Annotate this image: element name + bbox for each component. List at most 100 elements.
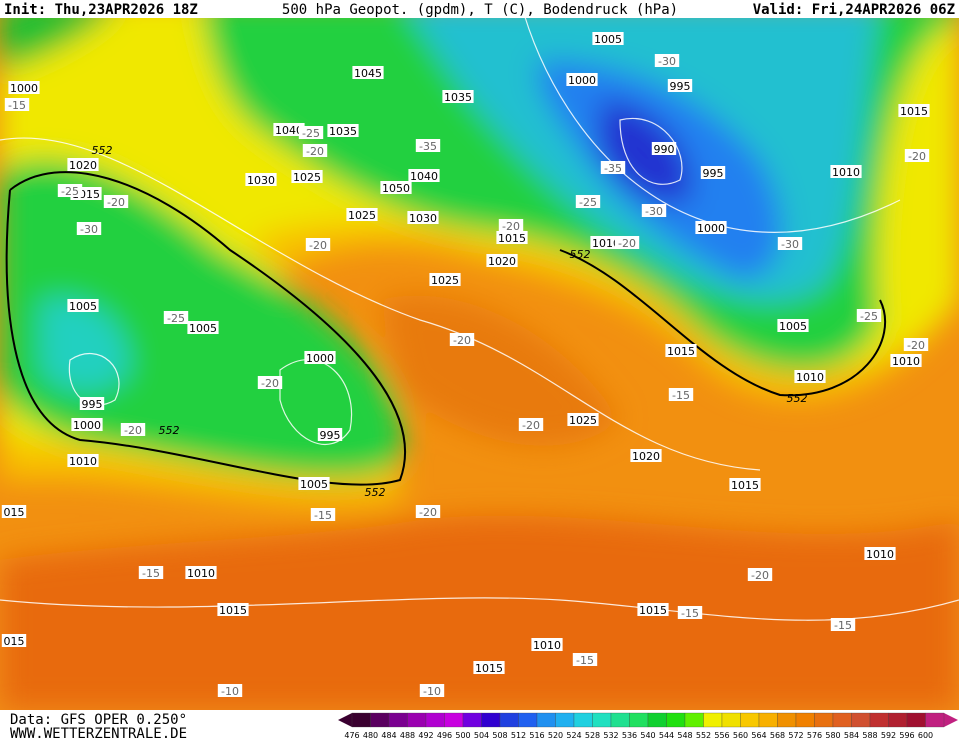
pressure-label: 1005 (594, 33, 622, 46)
colorbar-cell (370, 712, 390, 728)
pressure-label-box (567, 413, 599, 426)
pressure-label: 1000 (73, 419, 101, 432)
temperature-label: -15 (8, 99, 26, 112)
pressure-label: 1005 (779, 320, 807, 333)
colorbar-label: 584 (844, 731, 859, 740)
colorbar-cell (925, 712, 945, 728)
pressure-label-box (79, 397, 105, 410)
colorbar-cell (629, 712, 649, 728)
init-time: Init: Thu,23APR2026 18Z (4, 2, 198, 18)
temperature-label: -20 (522, 419, 540, 432)
pressure-label: 1010 (187, 567, 215, 580)
pressure-label: 1015 (900, 105, 928, 118)
temperature-label: -20 (107, 196, 125, 209)
colorbar-cell (684, 712, 704, 728)
pressure-label: 1045 (354, 67, 382, 80)
pressure-label: 1000 (568, 74, 596, 87)
temperature-label-box (305, 238, 331, 251)
pressure-label: 1010 (866, 548, 894, 561)
colorbar-cell (832, 712, 852, 728)
colorbar-label: 528 (585, 731, 600, 740)
pressure-label-box (794, 370, 826, 383)
colorbar-label: 496 (437, 731, 452, 740)
colorbar-arrow-right (944, 713, 958, 727)
pressure-label: 1010 (69, 455, 97, 468)
temperature-label: -15 (314, 509, 332, 522)
pressure-label: 015 (4, 506, 25, 519)
colorbar-cell (888, 712, 908, 728)
pressure-label-box (67, 454, 99, 467)
temperature-label: -20 (502, 220, 520, 233)
pressure-label: 1025 (569, 414, 597, 427)
colorbar-cell (647, 712, 667, 728)
colorbar-label: 556 (714, 731, 729, 740)
temperature-label-box (614, 236, 640, 249)
temperature-label: -25 (860, 310, 878, 323)
colorbar: 476 480 484 488 492 496 500 504 508 512 516 520 524 5… (338, 712, 958, 740)
temperature-label: -30 (645, 205, 663, 218)
pressure-label: 1015 (219, 604, 247, 617)
temperature-label: -15 (672, 389, 690, 402)
colorbar-cell (592, 712, 612, 728)
colorbar-label: 520 (548, 731, 563, 740)
temperature-label: -20 (261, 377, 279, 390)
pressure-label: 1005 (300, 478, 328, 491)
pressure-label-box (71, 418, 103, 431)
pressure-label: 1040 (275, 124, 303, 137)
pressure-label: 1025 (348, 209, 376, 222)
temperature-label-box (138, 566, 164, 579)
colorbar-cell (703, 712, 723, 728)
pressure-label: 1025 (431, 274, 459, 287)
temperature-label-box (518, 418, 544, 431)
temperature-label-box (575, 195, 601, 208)
pressure-label-box (346, 208, 378, 221)
pressure-label-box (898, 104, 930, 117)
temperature-label: -20 (751, 569, 769, 582)
pressure-label: 1040 (410, 170, 438, 183)
temperature-label-box (310, 508, 336, 521)
temperature-label-box (298, 126, 324, 139)
pressure-label-box (407, 211, 439, 224)
pressure-label-box (408, 169, 440, 182)
pressure-label: 1020 (69, 159, 97, 172)
pressure-label: 1000 (697, 222, 725, 235)
colorbar-label: 552 (696, 731, 711, 740)
pressure-label-box (590, 236, 622, 249)
colorbar-cell (462, 712, 482, 728)
colorbar-label: 580 (825, 731, 840, 740)
colorbar-label: 548 (677, 731, 692, 740)
pressure-label: 995 (703, 167, 724, 180)
temperature-label-box (419, 684, 445, 697)
temperature-label: -20 (306, 145, 324, 158)
colorbar-cell (906, 712, 926, 728)
colorbar-label: 484 (381, 731, 396, 740)
colorbar-cell (869, 712, 889, 728)
pressure-label-box (1, 505, 27, 518)
colorbar-cell (481, 712, 501, 728)
colorbar-cell (610, 712, 630, 728)
temperature-label: -20 (908, 150, 926, 163)
pressure-label-box (327, 124, 359, 137)
pressure-label-box (291, 170, 323, 183)
pressure-label-box (8, 81, 40, 94)
colorbar-label: 540 (640, 731, 655, 740)
colorbar-cell (555, 712, 575, 728)
colorbar-label: 568 (770, 731, 785, 740)
temperature-label: -25 (61, 185, 79, 198)
colorbar-arrow-left (338, 713, 352, 727)
colorbar-cell (758, 712, 778, 728)
temperature-label: -30 (80, 223, 98, 236)
temperature-label: -10 (423, 685, 441, 698)
temperature-label-box (4, 98, 30, 111)
pressure-label-box (217, 603, 249, 616)
pressure-label-box (442, 90, 474, 103)
pressure-label-box (486, 254, 518, 267)
pressure-label: 1030 (247, 174, 275, 187)
pressure-label-box (777, 319, 809, 332)
colorbar-label: 572 (788, 731, 803, 740)
temperature-label: -35 (419, 140, 437, 153)
pressure-label-box (729, 478, 761, 491)
pressure-label: 1015 (475, 662, 503, 675)
pressure-label-box (665, 344, 697, 357)
temperature-label: -20 (124, 424, 142, 437)
